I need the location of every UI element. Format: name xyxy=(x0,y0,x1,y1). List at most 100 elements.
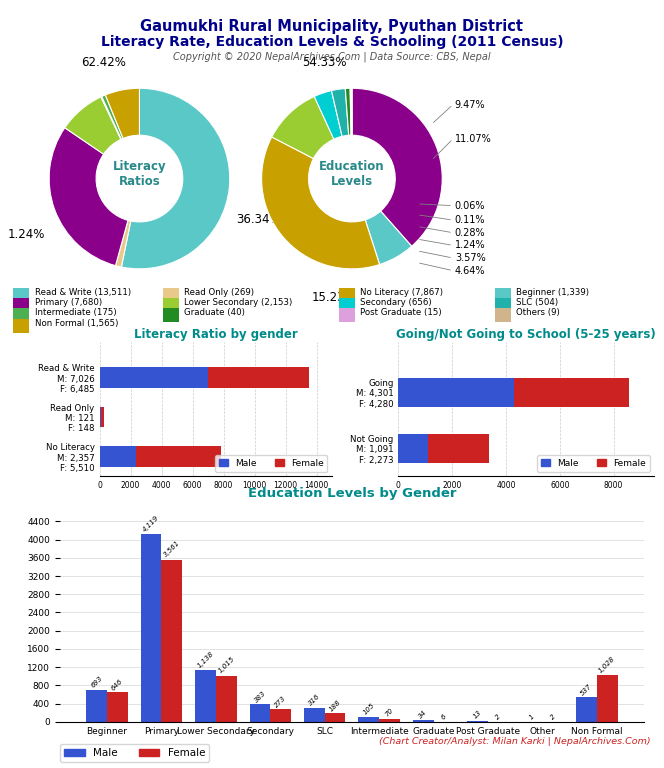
Text: 383: 383 xyxy=(253,690,267,703)
Text: 34: 34 xyxy=(418,709,428,719)
Text: 1,138: 1,138 xyxy=(197,650,214,669)
Text: 105: 105 xyxy=(362,702,376,716)
FancyBboxPatch shape xyxy=(13,298,29,312)
Bar xyxy=(100,446,136,467)
Bar xyxy=(100,406,102,427)
Text: 6: 6 xyxy=(440,713,448,720)
Text: Non Formal (1,565): Non Formal (1,565) xyxy=(35,319,118,328)
Title: Literacy Ratio by gender: Literacy Ratio by gender xyxy=(134,328,297,340)
Text: Gaumukhi Rural Municipality, Pyuthan District: Gaumukhi Rural Municipality, Pyuthan Dis… xyxy=(141,19,523,35)
Text: Read Only (269): Read Only (269) xyxy=(185,288,254,296)
FancyBboxPatch shape xyxy=(339,288,355,302)
Text: Primary (7,680): Primary (7,680) xyxy=(35,298,102,307)
Text: SLC (504): SLC (504) xyxy=(516,298,558,307)
Wedge shape xyxy=(350,88,352,135)
Bar xyxy=(107,693,127,722)
Text: Graduate (40): Graduate (40) xyxy=(185,308,245,317)
Bar xyxy=(161,560,182,722)
Wedge shape xyxy=(352,88,442,247)
Bar xyxy=(195,670,216,722)
Bar xyxy=(514,378,629,407)
FancyBboxPatch shape xyxy=(13,308,29,323)
Text: Beginner (1,339): Beginner (1,339) xyxy=(516,288,589,296)
Wedge shape xyxy=(122,88,230,269)
Text: 62.42%: 62.42% xyxy=(81,57,125,69)
Text: (Chart Creator/Analyst: Milan Karki | NepalArchives.Com): (Chart Creator/Analyst: Milan Karki | Ne… xyxy=(379,737,651,746)
Text: 1: 1 xyxy=(529,713,536,720)
Text: 273: 273 xyxy=(274,694,288,708)
Wedge shape xyxy=(65,97,121,154)
Text: 1,015: 1,015 xyxy=(217,656,236,674)
Text: Literacy
Ratios: Literacy Ratios xyxy=(113,160,166,188)
Text: 54.33%: 54.33% xyxy=(303,57,347,69)
Wedge shape xyxy=(262,137,380,269)
Wedge shape xyxy=(314,91,342,139)
Text: 9.47%: 9.47% xyxy=(455,100,485,110)
Bar xyxy=(102,406,104,427)
Text: 693: 693 xyxy=(90,675,104,689)
Bar xyxy=(398,434,428,462)
Bar xyxy=(208,367,309,388)
Text: 4,119: 4,119 xyxy=(142,515,161,533)
Bar xyxy=(428,434,489,462)
Text: Education
Levels: Education Levels xyxy=(319,160,384,188)
Wedge shape xyxy=(101,97,122,139)
FancyBboxPatch shape xyxy=(163,298,179,312)
Text: Lower Secondary (2,153): Lower Secondary (2,153) xyxy=(185,298,293,307)
FancyBboxPatch shape xyxy=(495,288,511,302)
Wedge shape xyxy=(365,211,412,264)
Bar xyxy=(250,704,270,722)
Text: Post Graduate (15): Post Graduate (15) xyxy=(360,308,442,317)
FancyBboxPatch shape xyxy=(495,298,511,312)
Text: 2: 2 xyxy=(495,713,502,720)
Wedge shape xyxy=(116,220,131,267)
Bar xyxy=(304,707,325,722)
Text: Intermediate (175): Intermediate (175) xyxy=(35,308,116,317)
Text: Literacy Rate, Education Levels & Schooling (2011 Census): Literacy Rate, Education Levels & School… xyxy=(101,35,563,48)
Text: 188: 188 xyxy=(328,698,342,712)
Text: 11.07%: 11.07% xyxy=(455,134,491,144)
Text: Copyright © 2020 NepalArchives.Com | Data Source: CBS, Nepal: Copyright © 2020 NepalArchives.Com | Dat… xyxy=(173,51,491,62)
Legend: Male, Female: Male, Female xyxy=(537,455,649,472)
Bar xyxy=(100,367,208,388)
Bar xyxy=(379,719,400,722)
Bar xyxy=(413,720,434,722)
Title: Going/Not Going to School (5-25 years): Going/Not Going to School (5-25 years) xyxy=(396,328,656,340)
Legend: Male, Female: Male, Female xyxy=(215,455,327,472)
Text: 70: 70 xyxy=(384,707,395,717)
Bar xyxy=(597,675,618,722)
Text: 646: 646 xyxy=(110,677,124,691)
Text: 537: 537 xyxy=(580,683,594,697)
Wedge shape xyxy=(272,97,334,158)
Bar xyxy=(398,378,514,407)
Text: Others (9): Others (9) xyxy=(516,308,560,317)
Text: Read & Write (13,511): Read & Write (13,511) xyxy=(35,288,131,296)
Bar xyxy=(270,710,291,722)
Text: 1.24%: 1.24% xyxy=(455,240,485,250)
Wedge shape xyxy=(331,88,349,137)
FancyBboxPatch shape xyxy=(339,308,355,323)
Bar xyxy=(325,713,345,722)
Bar xyxy=(216,676,236,722)
Legend: Male, Female: Male, Female xyxy=(60,743,209,762)
FancyBboxPatch shape xyxy=(13,319,29,333)
Text: 3,561: 3,561 xyxy=(163,540,181,558)
FancyBboxPatch shape xyxy=(13,288,29,302)
Text: 0.11%: 0.11% xyxy=(455,215,485,225)
Text: 0.06%: 0.06% xyxy=(455,200,485,210)
Bar xyxy=(359,717,379,722)
Text: 1,028: 1,028 xyxy=(598,655,616,674)
Text: 3.57%: 3.57% xyxy=(455,253,485,263)
Text: Secondary (656): Secondary (656) xyxy=(360,298,432,307)
Bar xyxy=(576,697,597,722)
Wedge shape xyxy=(49,127,128,266)
Bar xyxy=(86,690,107,722)
Text: 4.64%: 4.64% xyxy=(455,266,485,276)
Wedge shape xyxy=(345,88,351,135)
Bar xyxy=(141,534,161,722)
FancyBboxPatch shape xyxy=(163,288,179,302)
Text: 316: 316 xyxy=(307,693,321,707)
FancyBboxPatch shape xyxy=(495,308,511,323)
Text: 2: 2 xyxy=(549,713,556,720)
Wedge shape xyxy=(102,95,123,139)
